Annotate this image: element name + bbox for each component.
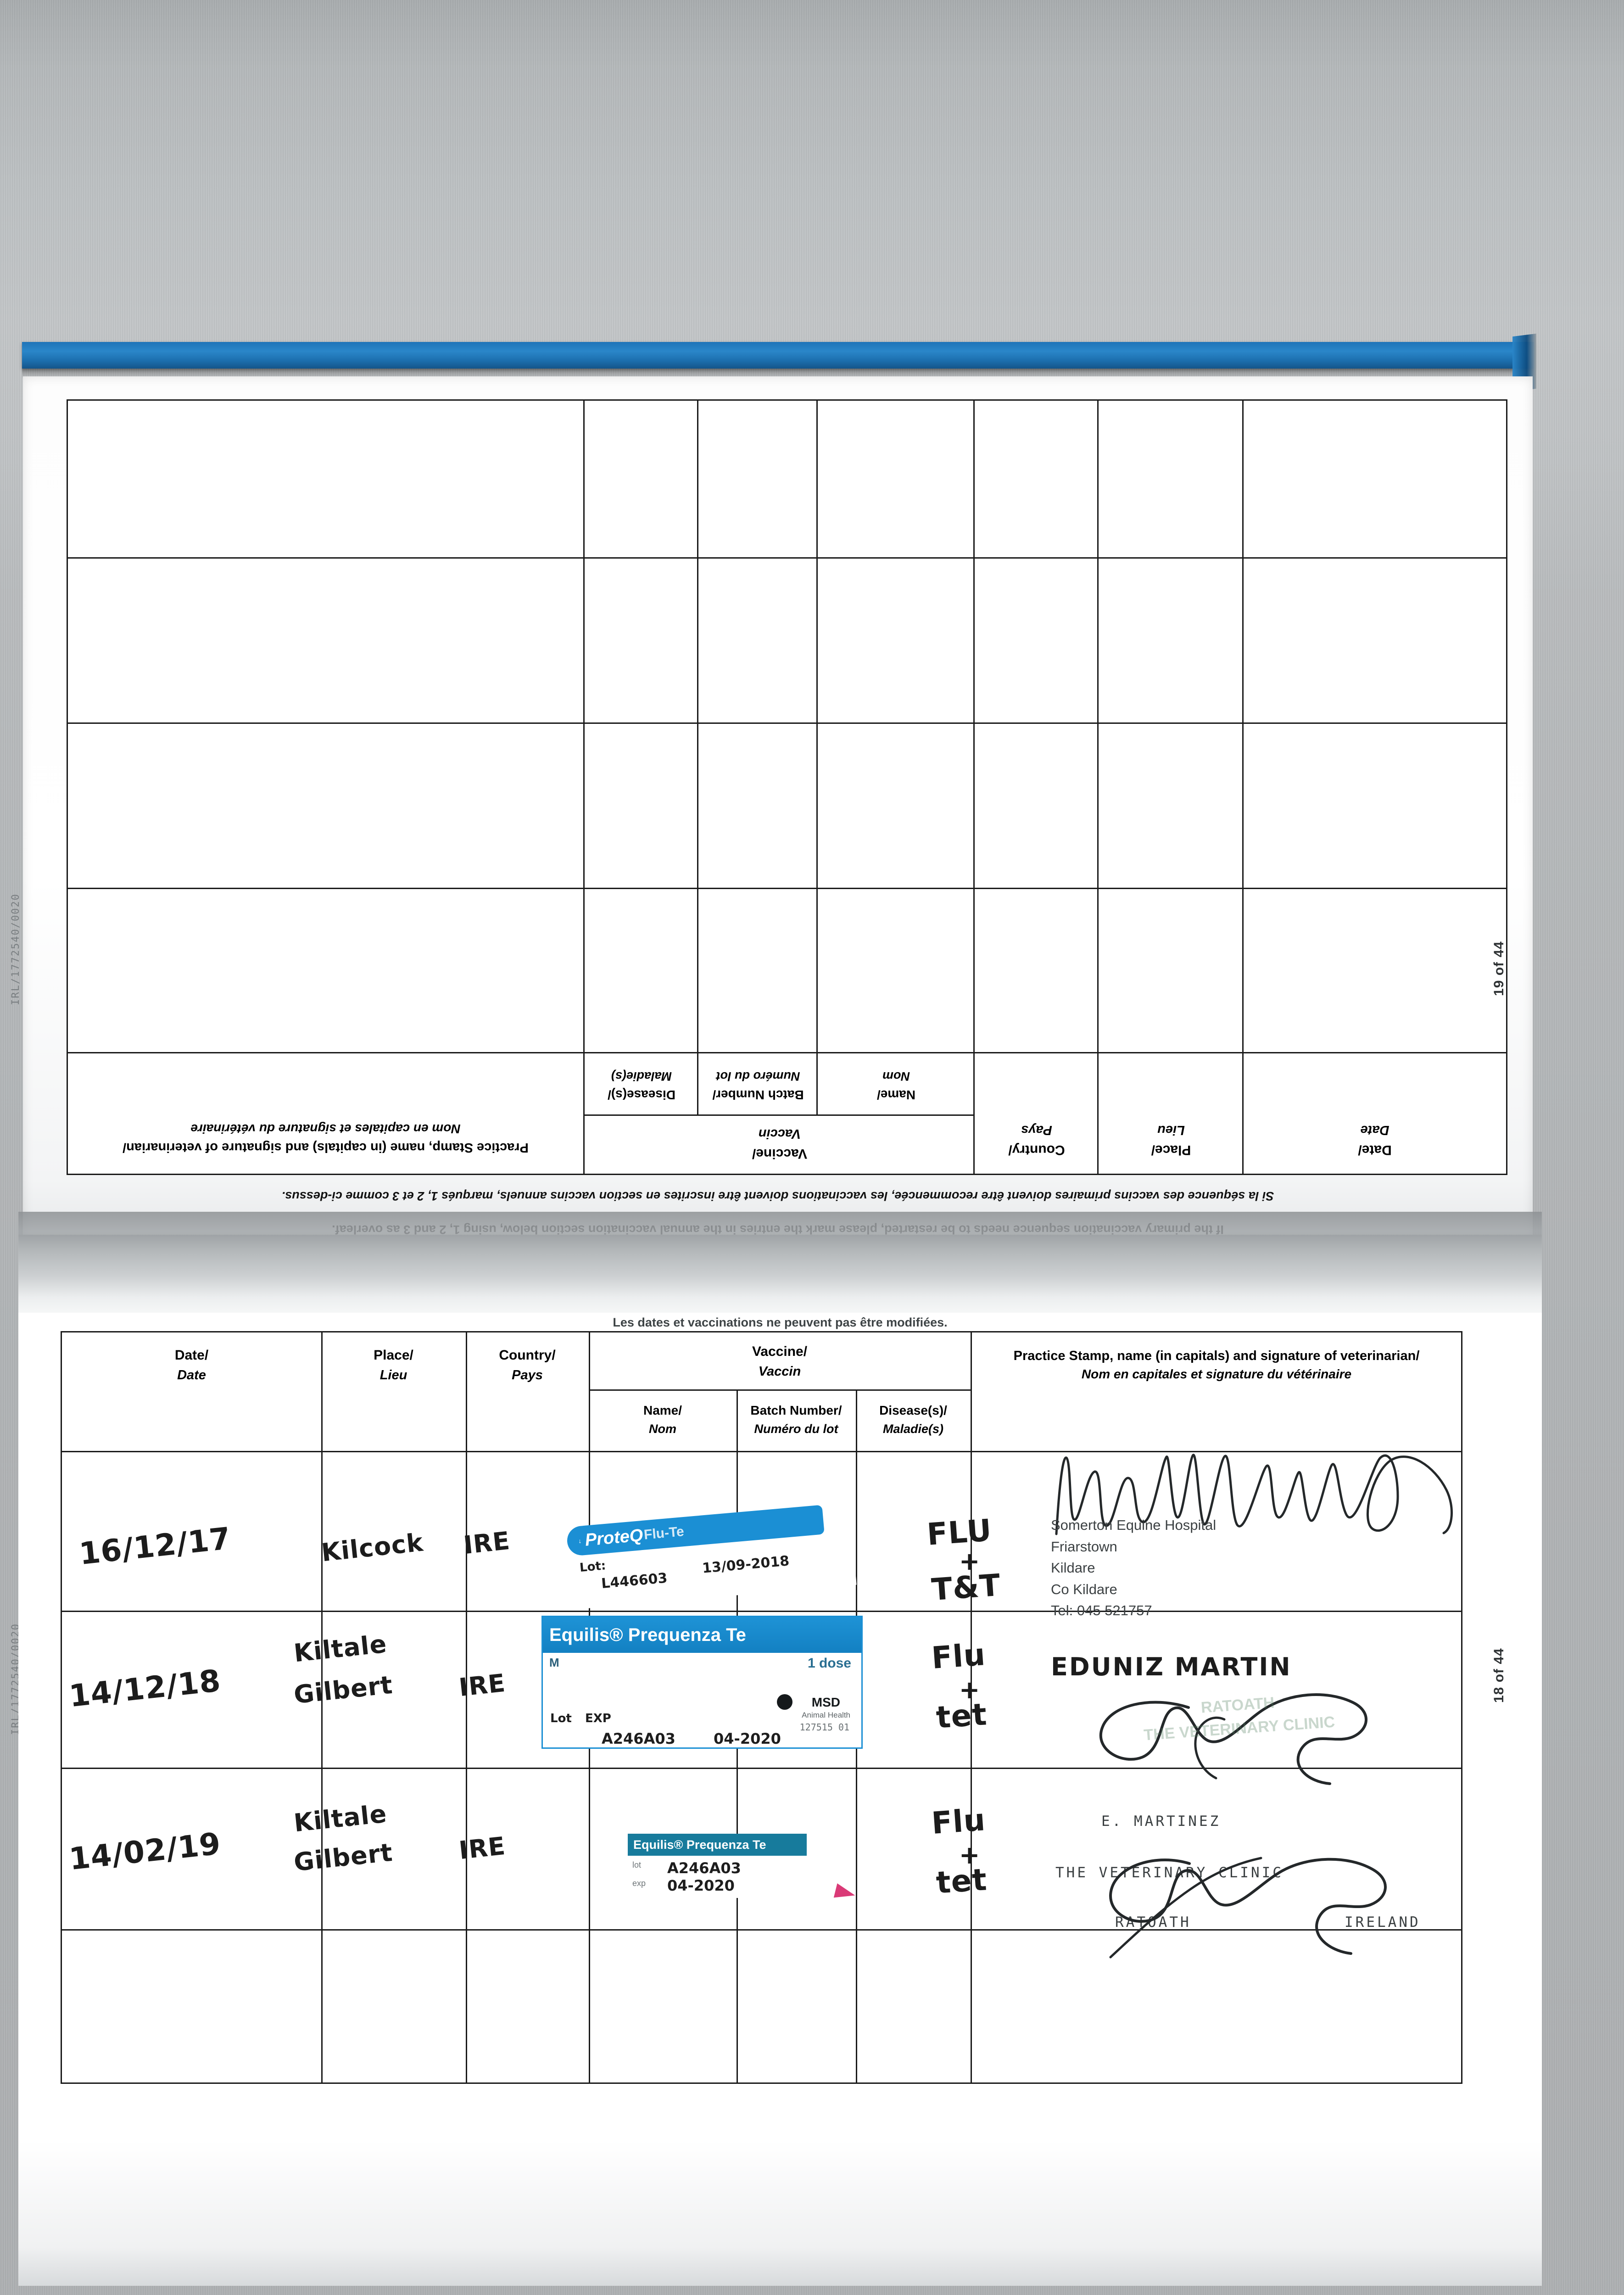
col-divider-vaccine-a [816,401,818,1116]
header-disease-upper: Disease(s)/ Maladie(s) [608,1069,675,1102]
entry-2-product-code: 127515 01 [799,1722,849,1733]
header-vaccine-lower: Vaccine/ Vaccin [752,1344,808,1379]
header-stamp-lower: Practice Stamp, name (in capitals) and s… [1013,1349,1420,1382]
entry-1-vaccine-variant: Flu-Te [643,1524,685,1543]
entry-1-stamp-line4: Co Kildare [1051,1581,1117,1597]
col-divider-vaccine-b [697,401,698,1116]
entry-2-disease-1: Flu [930,1636,987,1676]
entry-3-country: IRE [457,1831,507,1865]
entry-1-lot: L446603 [600,1570,668,1592]
entry-2-disease-2: tet [935,1696,988,1735]
entry-3-signature [1109,1857,1387,1959]
col-divider-5-lower [971,1332,972,2082]
entry-2-lot-label: Lot [550,1712,572,1725]
page-number-upper: 19 of 44 [1491,941,1507,996]
row-rule-3 [68,557,1506,559]
vaccine-subheader-rule-lower [589,1389,971,1391]
entry-3-exp: 04-2020 [667,1877,735,1894]
header-vaccine-name-lower: Name/ Nom [643,1403,682,1436]
entry-1-vaccine-brand: ProteQ [584,1525,644,1550]
header-country-upper: Country/ Pays [1008,1123,1065,1158]
header-place-upper: Place/ Lieu [1151,1123,1191,1158]
col-divider-1-lower [321,1332,323,2082]
col-divider-5 [583,401,585,1174]
entry-2-vet-name: EDUNIZ MARTIN [1051,1652,1292,1681]
header-bottom-rule-lower [62,1451,1461,1452]
entry-3-vaccine-brand: Equilis® Prequenza Te [633,1837,766,1852]
entry-1-stamp-line1: Somerton Equine Hospital [1051,1517,1217,1533]
entry-2-lot: A246A03 [602,1730,675,1747]
vaccine-subheader-rule [585,1114,975,1116]
syringe-icon: ↓ [578,1537,582,1545]
header-place-lower: Place/ Lieu [374,1348,413,1383]
entry-1-stamp-line2: Friarstown [1051,1538,1117,1555]
entry-2-vaccine-sticker: Equilis® Prequenza Te M 1 dose MSD Anima… [541,1616,863,1749]
entry-2-manufacturer-sub: Animal Health [802,1711,850,1719]
header-date-lower: Date/ Date [174,1348,209,1383]
edge-code-upper: IRL/1772540/0020 [10,893,22,1005]
entry-2-dose: 1 dose [807,1656,851,1671]
entry-2-manufacturer: MSD [811,1695,840,1709]
entry-2-disease-plus: + [959,1675,981,1704]
entry-3-clinic-name: THE VETERINARY CLINIC [1055,1864,1284,1881]
page-number-lower: 18 of 44 [1491,1648,1507,1703]
entry-1-disease-1: FLU [926,1512,993,1552]
entry-3-clinic-country: IRELAND [1345,1914,1421,1931]
entry-3-lot: A246A03 [667,1859,741,1877]
row-rule-3-lower [62,1929,1461,1931]
entry-3-clinic-town: RATOATH [1115,1914,1191,1931]
entry-1-disease-plus: + [959,1547,981,1576]
entry-2-signature [1099,1693,1367,1785]
entry-3-lot-label-icon: lot [632,1860,642,1870]
entry-1-lot-label: Lot: [579,1559,607,1575]
entry-1-stamp-line3: Kildare [1051,1560,1095,1576]
entry-1-exp: 13/09-2018 [701,1553,790,1577]
header-bottom-rule [68,1052,1506,1053]
entry-2-country: IRE [457,1668,507,1702]
col-divider-3 [973,401,975,1174]
entry-1-disease-2: T&T [930,1567,1002,1608]
header-country-lower: Country/ Pays [499,1348,556,1383]
page-gutter [18,1235,1542,1322]
msd-logo-icon [777,1694,792,1710]
header-disease-lower: Disease(s)/ Maladie(s) [879,1403,947,1436]
header-vaccine-name-upper: Name/ Nom [876,1069,916,1102]
entry-1-stamp-line5: Tel: 045 521757 [1051,1602,1152,1618]
book-edge-shadow [22,369,1534,379]
upper-page-content: Les dates et vaccinations ne peuvent pas… [23,376,1533,1290]
entry-3-vet-name: E. MARTINEZ [1101,1813,1221,1830]
entry-2-vaccine-brand: Equilis® Prequenza Te [549,1624,746,1645]
entry-3-disease-2: tet [935,1862,988,1901]
header-batch-upper: Batch Number/ Numéro du lot [712,1069,804,1102]
vaccination-table-upper: Date/ Date Place/ Lieu Country/ Pays Vac… [67,399,1507,1175]
col-divider-2 [1097,401,1099,1174]
header-vaccine-upper: Vaccine/ Vaccin [752,1126,808,1162]
book-blue-edge [22,342,1534,369]
entry-3-disease-1: Flu [930,1802,987,1842]
entry-3-disease-plus: + [959,1841,981,1870]
entry-1-signature [1055,1454,1453,1535]
entry-1-practice-stamp: Somerton Equine Hospital Friarstown Kild… [1051,1515,1409,1622]
entry-2-dose-icon: M [549,1656,559,1669]
note-restart-fr-upper: Si la séquence des vaccins primaires doi… [281,1189,1274,1203]
header-batch-lower: Batch Number/ Numéro du lot [750,1403,842,1436]
header-stamp-upper: Practice Stamp, name (in capitals) and s… [123,1121,529,1155]
entry-1-country: IRE [462,1526,512,1560]
row-rule-2 [68,722,1506,724]
row-rule-2-lower [62,1768,1461,1769]
header-date-upper: Date/ Date [1358,1123,1392,1158]
entry-2-exp: 04-2020 [714,1730,781,1747]
entry-3-vaccine-sticker: Equilis® Prequenza Te lot A246A03 exp 04… [628,1834,830,1898]
note-altered-fr-lower: Les dates et vaccinations ne peuvent pas… [613,1315,948,1329]
row-rule-1 [68,888,1506,889]
row-rule-1-lower [62,1611,1461,1612]
upper-page: Les dates et vaccinations ne peuvent pas… [23,376,1533,1290]
col-divider-2-lower [466,1332,467,2082]
entry-2-exp-label: EXP [585,1712,611,1725]
entry-3-exp-label-icon: exp [632,1879,646,1888]
col-divider-1 [1242,401,1244,1174]
